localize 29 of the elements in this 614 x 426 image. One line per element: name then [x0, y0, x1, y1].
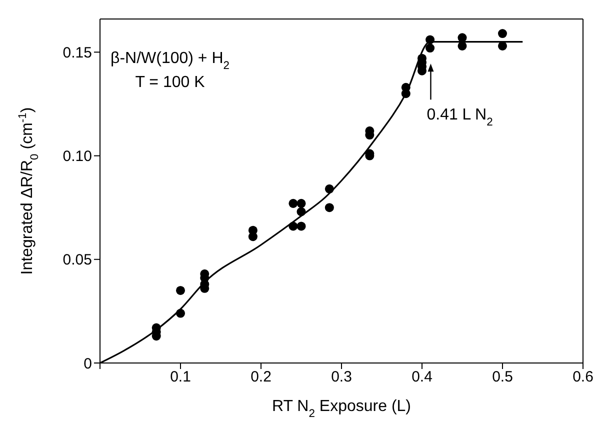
point: [288, 198, 298, 208]
point: [288, 222, 298, 231]
x-tick-label: 0.1: [170, 368, 191, 386]
point: [176, 308, 186, 318]
x-axis-title: RT N$_{2}$ Exposure (L): [272, 398, 412, 420]
point: [498, 29, 508, 38]
x-tick-label: 0.5: [492, 368, 513, 386]
y-tick-label: 0.10: [62, 148, 92, 166]
point: [324, 184, 334, 194]
y-tick-label: 0.15: [62, 44, 92, 62]
point: [426, 44, 435, 53]
point: [176, 286, 186, 295]
y-tick-label: 0: [84, 355, 92, 372]
point: [426, 35, 435, 44]
point: [498, 41, 508, 50]
annotation: T = 100 K: [135, 74, 206, 91]
point: [324, 203, 334, 212]
point: [296, 222, 306, 231]
annotation: β-N/W(100) + H$_{2}$: [110, 50, 230, 72]
point: [401, 89, 410, 98]
point: [296, 198, 306, 208]
x-tick-label: 0.6: [572, 368, 594, 386]
x-tick-label: 0.2: [250, 368, 272, 386]
y-tick-label: 0.05: [62, 252, 92, 269]
x-tick-label: 0.4: [412, 368, 432, 386]
x-tick-label: 0.3: [331, 368, 352, 386]
annotation: 0.41 L N$_{2}$: [426, 106, 493, 129]
point: [296, 207, 306, 216]
point: [248, 232, 258, 242]
